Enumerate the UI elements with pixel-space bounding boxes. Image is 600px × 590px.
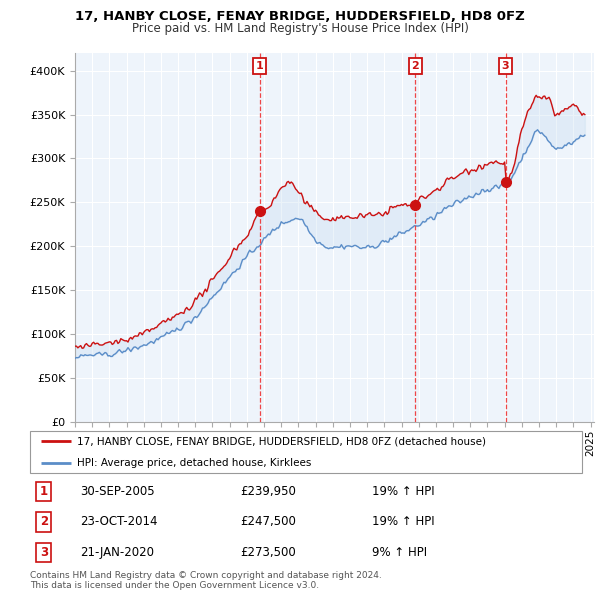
Text: 1: 1 — [256, 61, 263, 71]
Text: 3: 3 — [40, 546, 48, 559]
Text: 2: 2 — [40, 515, 48, 529]
Text: 3: 3 — [502, 61, 509, 71]
Text: HPI: Average price, detached house, Kirklees: HPI: Average price, detached house, Kirk… — [77, 458, 311, 467]
Text: 23-OCT-2014: 23-OCT-2014 — [80, 515, 157, 529]
FancyBboxPatch shape — [30, 431, 582, 473]
Text: 19% ↑ HPI: 19% ↑ HPI — [372, 515, 435, 529]
Text: 30-SEP-2005: 30-SEP-2005 — [80, 485, 154, 498]
Text: £239,950: £239,950 — [240, 485, 296, 498]
Text: Contains HM Land Registry data © Crown copyright and database right 2024.
This d: Contains HM Land Registry data © Crown c… — [30, 571, 382, 590]
Text: 2: 2 — [412, 61, 419, 71]
Text: Price paid vs. HM Land Registry's House Price Index (HPI): Price paid vs. HM Land Registry's House … — [131, 22, 469, 35]
Text: 1: 1 — [40, 485, 48, 498]
Text: £273,500: £273,500 — [240, 546, 296, 559]
Text: £247,500: £247,500 — [240, 515, 296, 529]
Text: 21-JAN-2020: 21-JAN-2020 — [80, 546, 154, 559]
Text: 17, HANBY CLOSE, FENAY BRIDGE, HUDDERSFIELD, HD8 0FZ (detached house): 17, HANBY CLOSE, FENAY BRIDGE, HUDDERSFI… — [77, 437, 486, 446]
Text: 17, HANBY CLOSE, FENAY BRIDGE, HUDDERSFIELD, HD8 0FZ: 17, HANBY CLOSE, FENAY BRIDGE, HUDDERSFI… — [75, 10, 525, 23]
Text: 19% ↑ HPI: 19% ↑ HPI — [372, 485, 435, 498]
Text: 9% ↑ HPI: 9% ↑ HPI — [372, 546, 427, 559]
